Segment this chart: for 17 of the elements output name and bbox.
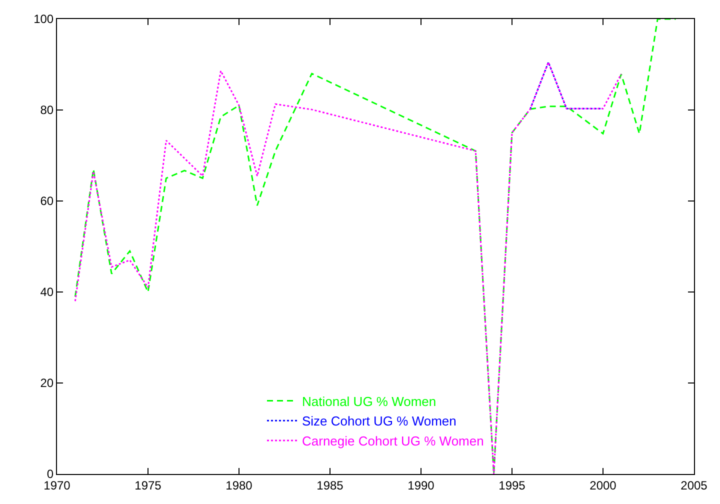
x-tick-label: 2005 (680, 478, 708, 492)
y-tick-label: 100 (34, 12, 54, 26)
line-series (74, 19, 677, 474)
y-tick-label: 80 (40, 103, 54, 118)
x-tick-label: 1985 (316, 478, 344, 492)
x-tick-label: 1980 (226, 478, 253, 492)
x-tick-label: 2000 (590, 478, 617, 492)
legend-label: Size Cohort UG % Women (302, 414, 456, 429)
x-tick-label: 1990 (408, 478, 435, 492)
y-tick-label: 20 (40, 376, 54, 390)
x-tick-label: 1995 (498, 478, 526, 492)
legend-label: National UG % Women (302, 394, 436, 409)
line-series (74, 61, 622, 474)
y-tick-label: 40 (40, 285, 54, 300)
x-tick-label: 1975 (134, 478, 162, 492)
legend-label: Carnegie Cohort UG % Women (302, 434, 484, 449)
y-tick-label: 60 (40, 194, 54, 208)
